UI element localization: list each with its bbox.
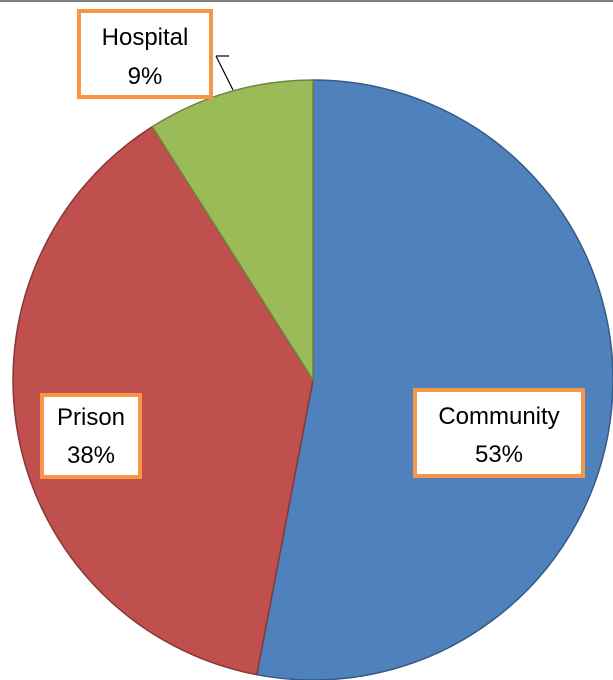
top-border xyxy=(0,0,613,2)
label-prison-percent: 38% xyxy=(67,442,115,469)
hospital-leader-line-2 xyxy=(215,55,234,91)
label-community-percent: 53% xyxy=(475,441,523,468)
label-hospital: Hospital 9% xyxy=(77,9,213,99)
label-community: Community 53% xyxy=(413,388,585,478)
pie-slices xyxy=(12,79,613,680)
label-prison-name: Prison xyxy=(57,404,125,431)
label-hospital-percent: 9% xyxy=(128,63,163,90)
pie-slice-hospital xyxy=(151,79,314,383)
label-prison: Prison 38% xyxy=(40,393,142,479)
pie-slice-prison xyxy=(12,125,314,676)
label-community-name: Community xyxy=(438,403,559,430)
pie-slice-community xyxy=(255,79,613,680)
label-hospital-name: Hospital xyxy=(102,24,189,51)
